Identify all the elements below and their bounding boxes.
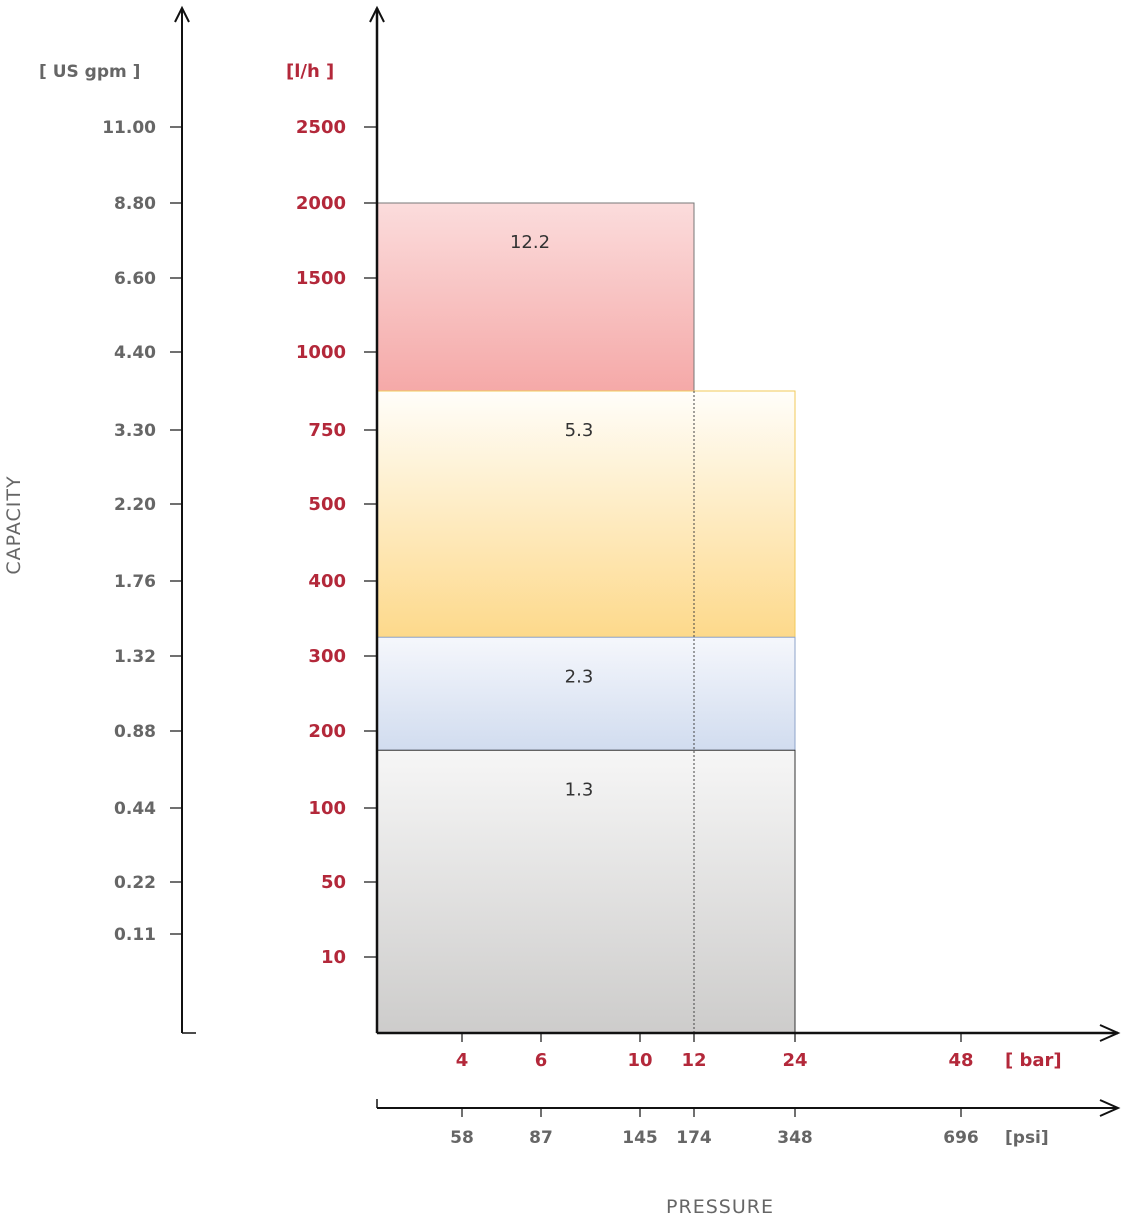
secondary-capacity-unit: [ US gpm ]	[39, 62, 140, 82]
secondary-pressure-unit: [psi]	[1005, 1128, 1049, 1148]
primary-pressure-unit: [ bar]	[1005, 1050, 1062, 1071]
x-tick-label-bar: 6	[535, 1050, 548, 1071]
y-tick-label-gpm: 0.44	[114, 799, 156, 819]
y-tick-label-lh: 200	[308, 721, 346, 742]
y-tick-label-lh: 50	[321, 872, 346, 893]
region-label: 1.3	[565, 779, 594, 800]
x-tick-label-psi: 174	[676, 1128, 712, 1148]
x-tick-label-psi: 87	[529, 1128, 553, 1148]
region-2-3	[377, 637, 795, 750]
x-tick-label-bar: 4	[456, 1050, 469, 1071]
y-tick-label-gpm: 1.76	[114, 572, 156, 592]
x-tick-label-bar: 12	[681, 1050, 706, 1071]
y-tick-label-lh: 2500	[296, 117, 346, 138]
y-tick-label-gpm: 0.11	[114, 925, 156, 945]
y-tick-label-lh: 10	[321, 947, 346, 968]
region-label: 2.3	[565, 666, 594, 687]
region-label: 5.3	[565, 420, 594, 441]
region-label: 12.2	[510, 232, 550, 253]
y-tick-label-gpm: 0.88	[114, 722, 156, 742]
primary-capacity-unit: [l/h ]	[286, 61, 334, 82]
x-tick-label-psi: 696	[943, 1128, 979, 1148]
y-tick-label-gpm: 6.60	[114, 269, 156, 289]
y-axis-title: CAPACITY	[3, 475, 25, 574]
y-tick-label-gpm: 11.00	[102, 118, 156, 138]
capacity-regions: 12.2 5.3 2.3 1.3	[377, 203, 795, 1033]
y-tick-label-lh: 750	[308, 420, 346, 441]
y-tick-label-gpm: 8.80	[114, 194, 156, 214]
y-tick-label-gpm: 0.22	[114, 873, 156, 893]
y-tick-label-lh: 500	[308, 494, 346, 515]
x-tick-label-psi: 145	[622, 1128, 658, 1148]
y-tick-label-lh: 400	[308, 571, 346, 592]
x-tick-label-psi: 348	[777, 1128, 813, 1148]
y-tick-label-gpm: 2.20	[114, 495, 156, 515]
x-axis-title: PRESSURE	[666, 1196, 774, 1218]
x-tick-label-bar: 10	[627, 1050, 652, 1071]
y-tick-label-gpm: 4.40	[114, 343, 156, 363]
x-tick-label-bar: 24	[782, 1050, 807, 1071]
y-tick-label-lh: 2000	[296, 193, 346, 214]
y-tick-label-lh: 1500	[296, 268, 346, 289]
x-tick-label-bar: 48	[948, 1050, 973, 1071]
y-tick-label-gpm: 1.32	[114, 647, 156, 667]
y-tick-label-gpm: 3.30	[114, 421, 156, 441]
x-tick-label-psi: 58	[450, 1128, 474, 1148]
y-tick-label-lh: 300	[308, 646, 346, 667]
y-tick-label-lh: 100	[308, 798, 346, 819]
y-tick-label-lh: 1000	[296, 342, 346, 363]
